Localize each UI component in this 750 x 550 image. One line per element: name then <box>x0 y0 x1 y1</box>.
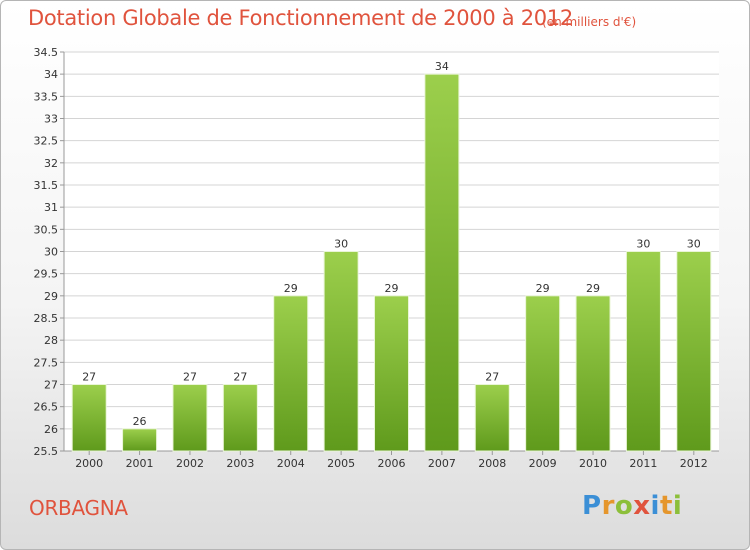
data-label-2005: 30 <box>334 238 348 251</box>
y-tick-label: 28.5 <box>34 312 59 325</box>
x-tick-label-2003: 2003 <box>226 457 254 470</box>
proxiti-logo: Proxiti <box>582 491 682 521</box>
bar-2002 <box>172 384 208 452</box>
data-label-2002: 27 <box>183 371 197 384</box>
y-tick-label: 33.5 <box>34 90 59 103</box>
y-tick-label: 30.5 <box>34 223 59 236</box>
y-tick-label: 32 <box>44 157 58 170</box>
logo-letter: r <box>601 491 615 521</box>
bar-2006 <box>374 295 409 452</box>
x-tick-label-2000: 2000 <box>75 457 103 470</box>
x-tick-label-2011: 2011 <box>629 457 657 470</box>
x-tick-label-2009: 2009 <box>529 457 557 470</box>
data-label-2007: 34 <box>435 60 449 73</box>
bar-2000 <box>71 384 107 452</box>
x-tick-label-2010: 2010 <box>579 457 607 470</box>
data-label-2008: 27 <box>485 371 499 384</box>
x-tick-label-2002: 2002 <box>176 457 204 470</box>
y-tick-label: 27 <box>44 379 58 392</box>
y-tick-label: 31.5 <box>34 179 59 192</box>
bar-2010 <box>575 295 611 452</box>
y-tick-label: 27.5 <box>34 356 59 369</box>
bar-2007 <box>424 73 460 452</box>
y-tick-label: 31 <box>44 201 58 214</box>
x-tick-label-2007: 2007 <box>428 457 456 470</box>
x-tick-label-2006: 2006 <box>378 457 406 470</box>
data-label-2006: 29 <box>385 282 399 295</box>
x-tick-label-2005: 2005 <box>327 457 355 470</box>
logo-letter: x <box>633 491 651 521</box>
data-label-2003: 27 <box>233 371 247 384</box>
data-label-2011: 30 <box>636 238 650 251</box>
logo-letter: i <box>650 491 660 521</box>
x-tick-label-2008: 2008 <box>478 457 506 470</box>
y-tick-label: 34 <box>44 68 58 81</box>
y-tick-label: 26.5 <box>34 401 59 414</box>
y-tick-label: 34.5 <box>34 46 59 59</box>
logo-letter: t <box>659 491 673 521</box>
y-tick-label: 33 <box>44 113 58 126</box>
logo-letter: P <box>582 491 602 521</box>
bar-2011 <box>625 251 661 452</box>
chart-subtitle: (en milliers d'€) <box>542 15 637 29</box>
y-tick-label: 32.5 <box>34 135 59 148</box>
y-tick-label: 26 <box>44 423 58 436</box>
bar-2003 <box>222 384 258 452</box>
data-label-2004: 29 <box>284 282 298 295</box>
bar-2001 <box>122 428 158 452</box>
y-tick-label: 29.5 <box>34 268 59 281</box>
bar-2009 <box>525 295 561 452</box>
y-tick-label: 25.5 <box>34 445 59 458</box>
x-tick-label-2001: 2001 <box>126 457 154 470</box>
bar-2005 <box>323 251 359 452</box>
commune-name: ORBAGNA <box>29 496 128 520</box>
x-tick-label-2004: 2004 <box>277 457 305 470</box>
data-label-2000: 27 <box>82 371 96 384</box>
logo-letter: i <box>672 491 683 521</box>
bar-2008 <box>474 384 510 452</box>
chart-title: Dotation Globale de Fonctionnement de 20… <box>28 6 573 30</box>
data-label-2009: 29 <box>536 282 550 295</box>
y-tick-label: 29 <box>44 290 58 303</box>
y-tick-label: 28 <box>44 334 58 347</box>
logo-letter: o <box>614 491 634 521</box>
bar-2012 <box>676 251 712 452</box>
y-tick-label: 30 <box>44 246 58 259</box>
data-label-2012: 30 <box>687 238 701 251</box>
data-label-2001: 26 <box>133 415 147 428</box>
data-label-2010: 29 <box>586 282 600 295</box>
x-tick-label-2012: 2012 <box>680 457 708 470</box>
bar-2004 <box>273 295 309 452</box>
